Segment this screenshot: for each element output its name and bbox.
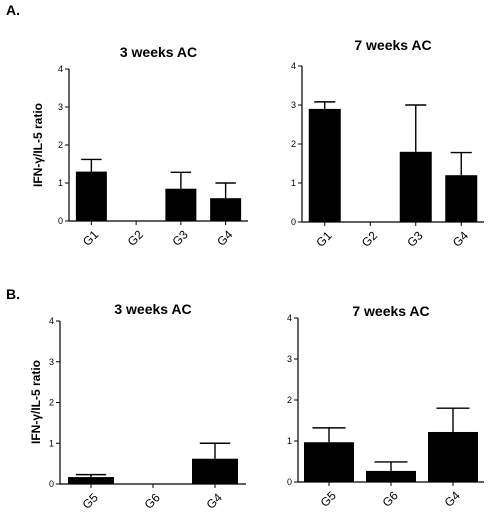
chart2-bar-G1 — [308, 108, 341, 222]
chart1-x-category-label: G1 — [80, 227, 101, 248]
chart4-y-tick-label: 0 — [287, 477, 292, 487]
chart4-x-category-label: G6 — [380, 488, 401, 509]
chart2-x-category-label: G1 — [313, 228, 334, 249]
chart1-x-category-label: G2 — [125, 227, 146, 248]
chart1-y-tick-label: 2 — [58, 140, 63, 150]
chart4-y-tick-label: 1 — [287, 436, 292, 446]
chart2-bar-G3 — [399, 151, 432, 222]
chart4-title: 7 weeks AC — [352, 303, 429, 319]
panel-label-a: A. — [6, 2, 20, 18]
chart4-bar-G5 — [304, 442, 354, 482]
chart4-bar-G6 — [366, 470, 416, 482]
chart4-x-category-label: G4 — [442, 488, 463, 509]
chart1-x-category-label: G4 — [214, 227, 235, 248]
chart3-y-tick-label: 3 — [49, 357, 54, 367]
chart1-title: 3 weeks AC — [120, 44, 197, 60]
chart3-x-category-label: G6 — [142, 490, 163, 511]
chart3-y-tick-label: 1 — [49, 438, 54, 448]
chart2-y-tick-label: 3 — [291, 100, 296, 110]
chart3-title: 3 weeks AC — [114, 301, 191, 317]
chart4-y-tick-label: 2 — [287, 395, 292, 405]
chart1-y-tick-label: 3 — [58, 102, 63, 112]
chart4-bar-G4 — [428, 431, 478, 482]
chart2-x-category-label: G2 — [359, 228, 380, 249]
chart3-y-axis-label: IFN-γ/IL-5 ratio — [29, 360, 43, 444]
chart1-y-axis-label: IFN-γ/IL-5 ratio — [31, 103, 45, 187]
chart1-x-category-label: G3 — [169, 227, 190, 248]
chart3-y-tick-label: 0 — [49, 479, 54, 489]
chart4-x-category-label: G5 — [318, 488, 339, 509]
chart2-x-category-label: G3 — [404, 228, 425, 249]
chart3-bar-G5 — [68, 477, 114, 484]
panel-label-b: B. — [6, 286, 20, 302]
chart1-y-tick-label: 4 — [58, 64, 63, 74]
chart2-y-tick-label: 2 — [291, 139, 296, 149]
chart3-bar-G4 — [192, 458, 238, 484]
chart2-x-category-label: G4 — [450, 228, 471, 249]
chart3-y-tick-label: 4 — [49, 316, 54, 326]
chart3-x-category-label: G5 — [80, 490, 101, 511]
chart1-bar-G3 — [165, 188, 197, 221]
chart4-y-tick-label: 4 — [287, 313, 292, 323]
chart2-y-tick-label: 1 — [291, 178, 296, 188]
chart1-bar-G4 — [210, 198, 242, 221]
chart1-y-tick-label: 1 — [58, 178, 63, 188]
chart3-y-tick-label: 2 — [49, 398, 54, 408]
chart3-x-category-label: G4 — [204, 490, 225, 511]
chart2-y-tick-label: 0 — [291, 217, 296, 227]
chart2-y-tick-label: 4 — [291, 61, 296, 71]
chart2-title: 7 weeks AC — [354, 37, 431, 53]
chart2-bar-G4 — [445, 175, 478, 222]
chart4-y-tick-label: 3 — [287, 354, 292, 364]
chart1-y-tick-label: 0 — [58, 216, 63, 226]
chart1-bar-G1 — [75, 171, 107, 221]
